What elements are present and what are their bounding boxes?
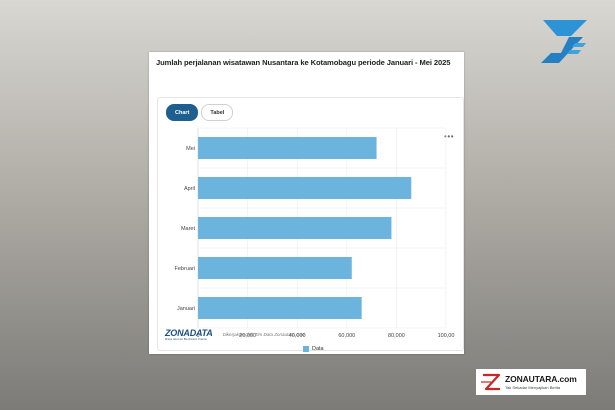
chart-legend[interactable]: Data: [303, 346, 324, 352]
bar[interactable]: [198, 217, 392, 239]
chart-title: Jumlah perjalanan wisatawan Nusantara ke…: [156, 58, 451, 67]
bar[interactable]: [198, 137, 377, 159]
y-category-label: Januari: [177, 306, 195, 312]
credit-text: Dikerjakan oleh Tim Data Zonautara.com: [222, 332, 305, 337]
chart-card: Jumlah perjalanan wisatawan Nusantara ke…: [149, 52, 464, 360]
bar[interactable]: [198, 177, 412, 199]
tab-tabel[interactable]: Tabel: [201, 104, 234, 121]
chart-panel: Chart Tabel ••• 0 20,000 40,000 60,000 80,00…: [157, 97, 464, 360]
y-category-label: Februari: [175, 266, 195, 272]
view-tabs: Chart Tabel: [166, 104, 234, 121]
x-tick-label: 80,000: [388, 333, 405, 339]
tab-chart[interactable]: Chart: [166, 104, 199, 121]
y-category-label: Mei: [186, 146, 195, 152]
card-footer: ZONADATA Data Akurat Berbasis Fakta Dike…: [165, 328, 305, 341]
x-tick-label: 20,000: [239, 333, 256, 339]
badge-tagline: Tak Sekadar Menyajikan Berita: [505, 385, 561, 390]
y-category-label: Maret: [181, 226, 196, 232]
bar-chart: 0 20,000 40,000 60,000 80,000 100,00 Mei April M…: [175, 127, 455, 339]
x-tick-label: 100,00: [438, 333, 455, 339]
legend-label: Data: [312, 346, 324, 352]
zonautara-badge-icon: [481, 373, 501, 391]
legend-swatch: [303, 346, 309, 352]
zonautara-z-logo-icon: [541, 20, 587, 63]
sparkline-icon: [173, 354, 193, 360]
more-options-icon[interactable]: •••: [444, 132, 454, 141]
zonadata-logo-sub: Data Akurat Berbasis Fakta: [165, 337, 207, 341]
x-tick-label: 40,000: [289, 333, 306, 339]
badge-name: ZONAUTARA.com: [505, 374, 577, 384]
y-category-label: April: [184, 186, 195, 192]
x-tick-label: 60,000: [338, 333, 355, 339]
zonadata-logo-name: ZONADATA: [165, 328, 213, 338]
bar[interactable]: [198, 297, 362, 319]
zonautara-badge: ZONAUTARA.com Tak Sekadar Menyajikan Ber…: [476, 369, 586, 395]
bar[interactable]: [198, 257, 352, 279]
x-tick-label: 0: [196, 333, 199, 339]
zonadata-logo: ZONADATA Data Akurat Berbasis Fakta: [165, 328, 213, 341]
